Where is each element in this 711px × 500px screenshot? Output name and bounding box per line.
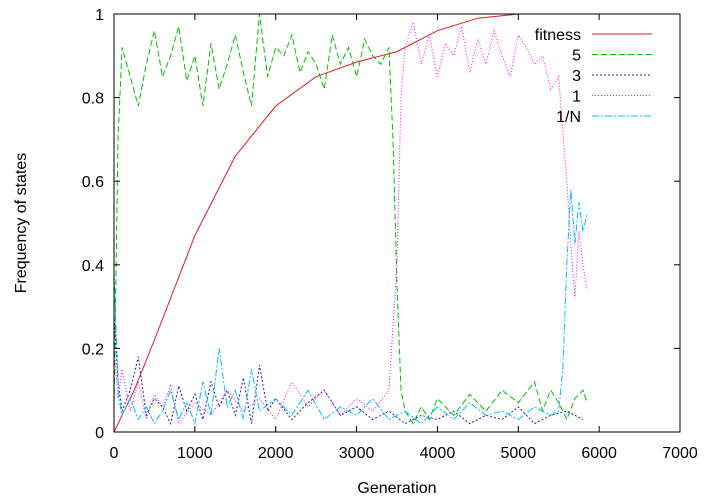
x-tick-label: 5000 bbox=[500, 445, 536, 462]
x-axis-label: Generation bbox=[357, 480, 436, 497]
y-tick-label: 0.4 bbox=[82, 258, 104, 275]
y-tick-label: 0.6 bbox=[82, 174, 104, 191]
x-tick-label: 6000 bbox=[581, 445, 617, 462]
series-line-1 bbox=[113, 13, 588, 425]
series-line-3 bbox=[113, 22, 588, 425]
y-tick-label: 0 bbox=[95, 425, 104, 442]
legend: fitness 5 3 1 1/N bbox=[535, 27, 652, 126]
series-layer bbox=[113, 13, 588, 433]
series-line-2 bbox=[113, 314, 584, 426]
x-tick-label: 0 bbox=[110, 445, 119, 462]
plot-frame bbox=[113, 13, 681, 433]
legend-label: fitness bbox=[535, 27, 581, 44]
x-tick-label: 3000 bbox=[339, 445, 375, 462]
legend-label: 1 bbox=[572, 89, 581, 106]
y-tick-label: 0.8 bbox=[82, 91, 104, 108]
tick-layer: 0 1000 2000 3000 4000 5000 6000 7000 0 0.2 0.4 0.6 0… bbox=[82, 7, 698, 462]
y-tick-label: 1 bbox=[95, 7, 104, 24]
series-line-0 bbox=[113, 13, 519, 433]
x-tick-label: 4000 bbox=[420, 445, 456, 462]
legend-label: 5 bbox=[572, 48, 581, 65]
legend-label: 3 bbox=[572, 68, 581, 85]
series-line-4 bbox=[113, 189, 588, 426]
x-tick-label: 1000 bbox=[177, 445, 213, 462]
x-tick-label: 7000 bbox=[662, 445, 698, 462]
legend-label: 1/N bbox=[556, 109, 581, 126]
y-axis-label: Frequency of states bbox=[13, 153, 30, 294]
x-tick-label: 2000 bbox=[258, 445, 294, 462]
y-tick-label: 0.2 bbox=[82, 341, 104, 358]
